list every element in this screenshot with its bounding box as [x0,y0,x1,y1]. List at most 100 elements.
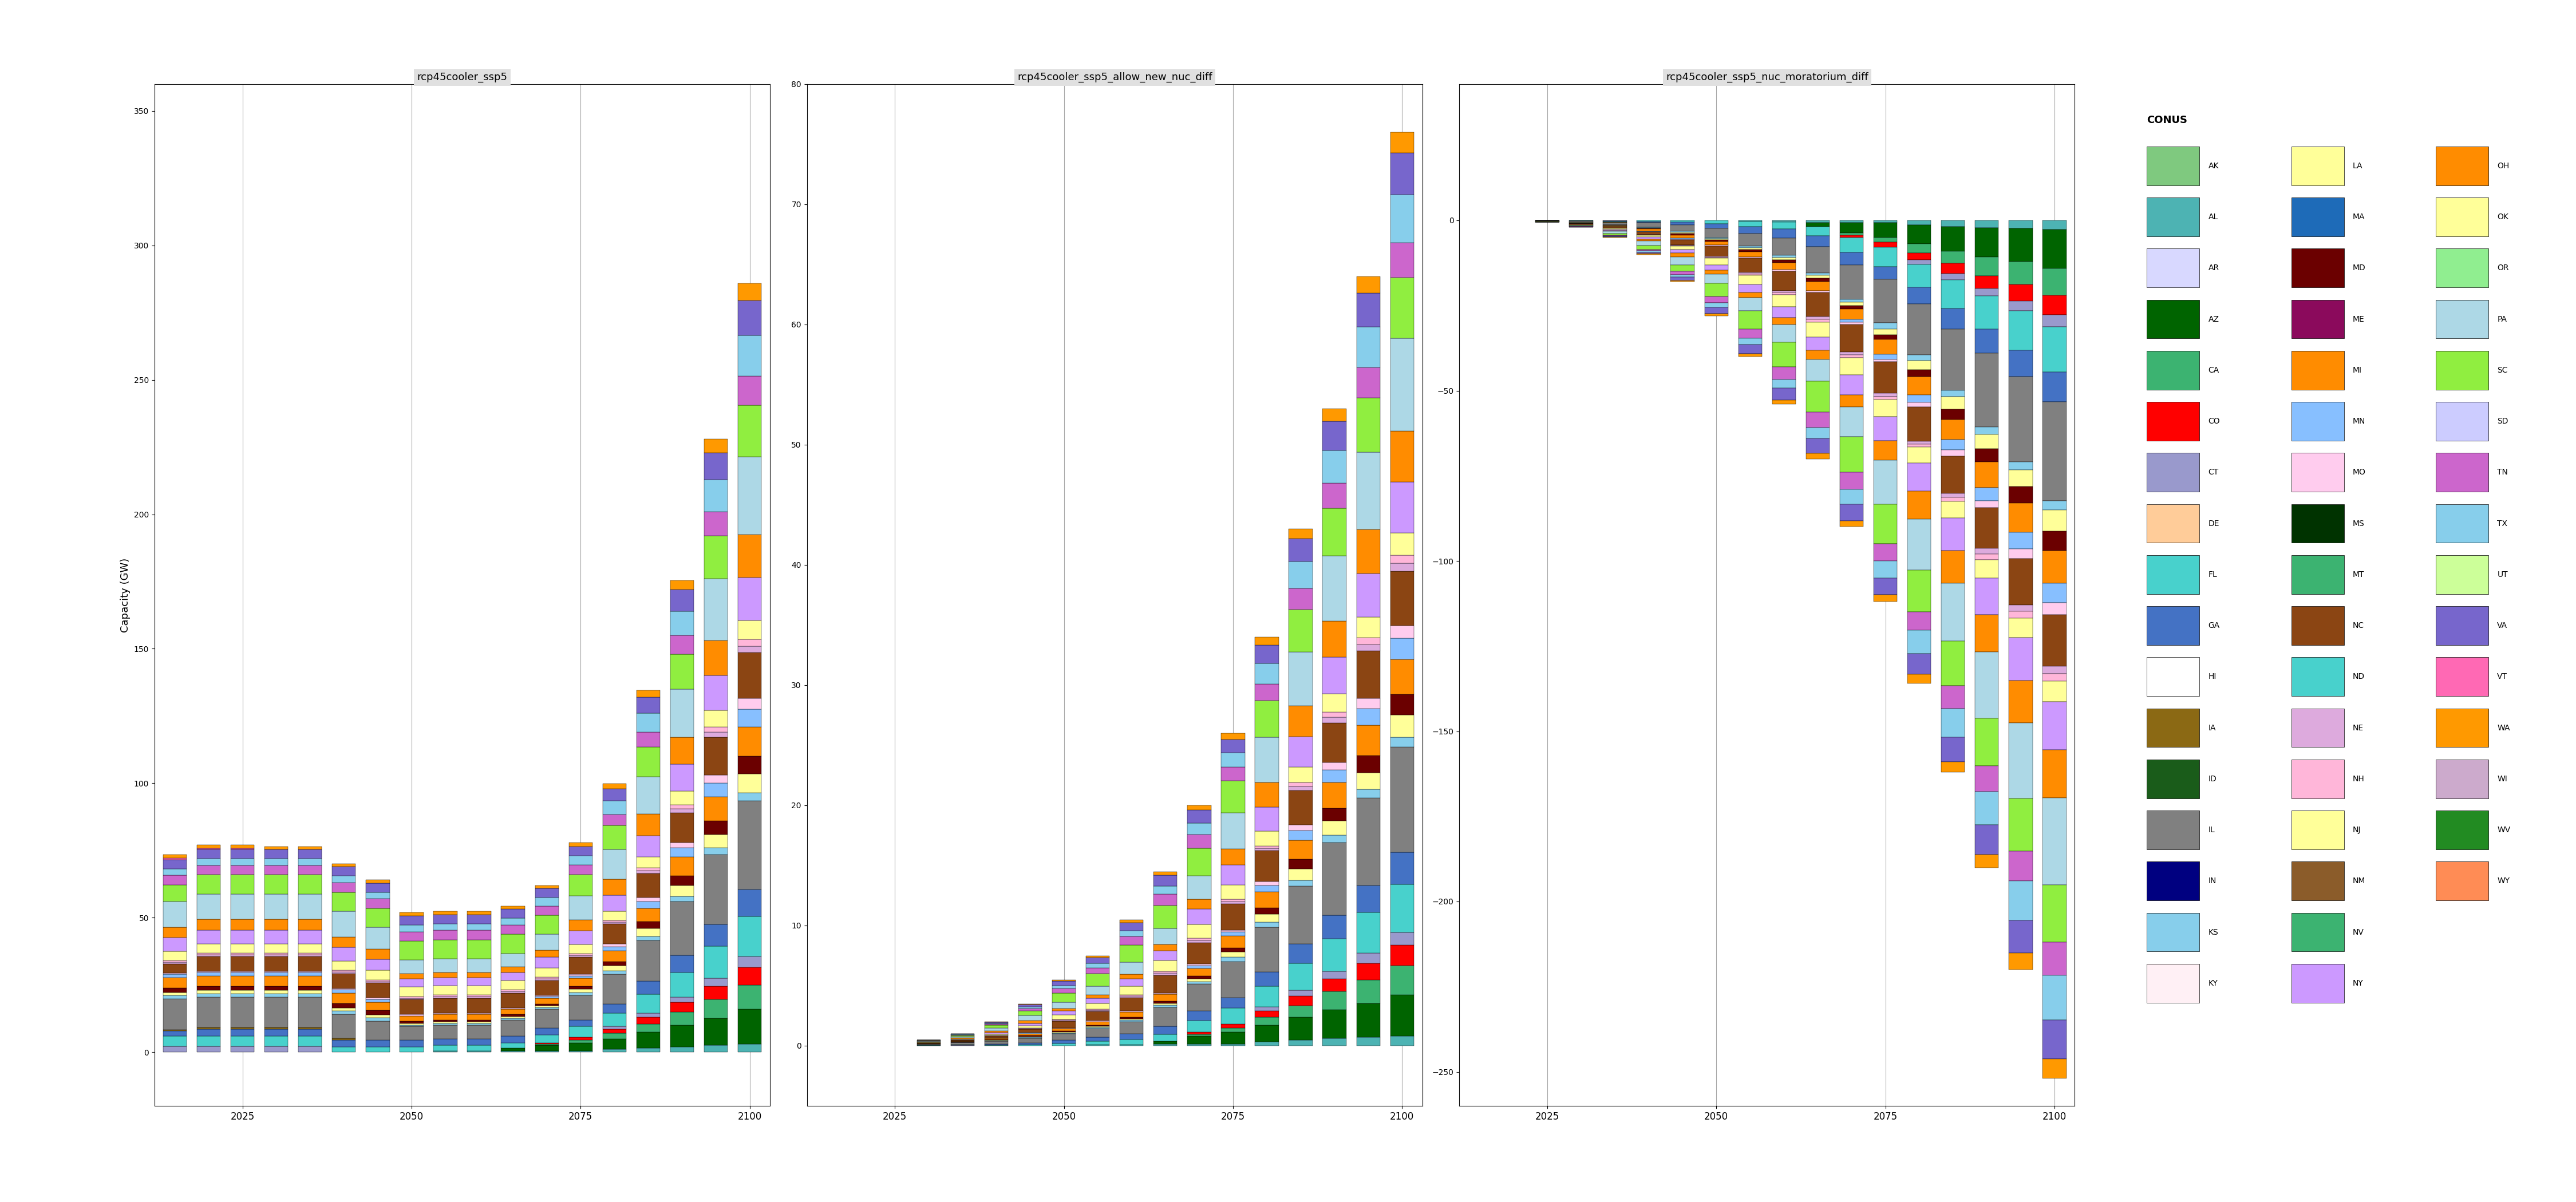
FancyBboxPatch shape [2437,299,2488,339]
Bar [670,843,693,847]
Bar [1288,651,1314,706]
Text: IN: IN [2208,877,2215,885]
Bar [1873,222,1899,238]
Bar [1806,322,1829,338]
Bar [703,676,729,710]
Bar [603,922,626,924]
Bar [536,951,559,957]
Bar [2009,350,2032,376]
Bar [1906,447,1932,463]
Bar [433,1039,456,1046]
Bar [1839,299,1862,303]
Bar [636,1048,659,1052]
FancyBboxPatch shape [2293,555,2344,594]
Bar [1839,352,1862,355]
Bar [1806,359,1829,381]
Bar [1906,406,1932,441]
Bar [299,875,322,894]
Bar [1873,505,1899,543]
Bar [1358,368,1381,398]
Bar [196,990,222,994]
Bar [1739,221,1762,227]
Bar [232,971,255,972]
FancyBboxPatch shape [2437,401,2488,441]
Bar [1976,560,1999,578]
Bar [670,897,693,902]
Bar [1806,273,1829,275]
Bar [196,850,222,858]
Bar [1018,1016,1041,1020]
Bar [703,784,729,797]
FancyBboxPatch shape [2293,197,2344,237]
Bar [1358,327,1381,368]
Bar [502,1019,526,1036]
Bar [2043,510,2066,531]
Bar [1705,284,1728,296]
Bar [1839,504,1862,520]
Bar [162,859,185,869]
Bar [2009,799,2032,851]
Bar [1705,296,1728,303]
Bar [1087,1029,1110,1037]
Bar [1839,222,1862,233]
Bar [332,1004,355,1007]
Bar [502,918,526,924]
Bar [1705,314,1728,316]
Bar [1739,251,1762,257]
Bar [399,1047,422,1052]
Bar [232,1036,255,1047]
Bar [366,1018,389,1022]
Bar [1358,886,1381,912]
Bar [1188,968,1211,976]
Bar [703,727,729,732]
Bar [1806,338,1829,351]
FancyBboxPatch shape [2293,147,2344,185]
Bar [1154,1035,1177,1041]
Bar [196,930,222,944]
Bar [1051,981,1077,986]
Bar [2043,673,2066,682]
Bar [1942,498,1965,501]
Text: FL: FL [2208,571,2218,578]
Bar [1839,436,1862,472]
Bar [1321,409,1347,422]
Bar [1806,317,1829,320]
Bar [636,690,659,697]
Bar [536,1042,559,1045]
Bar [1288,538,1314,561]
Bar [2009,638,2032,680]
Bar [399,998,422,1000]
Bar [366,983,389,998]
Bar [265,972,289,976]
Text: ME: ME [2352,315,2365,323]
Text: NE: NE [2352,724,2365,732]
Bar [536,981,559,995]
Bar [265,894,289,920]
FancyBboxPatch shape [2437,555,2488,594]
Bar [737,457,762,535]
Bar [299,994,322,996]
Bar [265,971,289,972]
Bar [703,797,729,821]
Bar [1221,952,1244,957]
Bar [502,934,526,953]
Bar [603,944,626,947]
Bar [670,611,693,636]
Bar [1255,664,1278,684]
Text: WA: WA [2496,724,2509,732]
Bar [1391,966,1414,994]
Bar [1839,264,1862,299]
FancyBboxPatch shape [2146,760,2200,798]
Bar [536,1006,559,1007]
Bar [670,886,693,897]
Bar [1087,998,1110,1004]
Bar [366,980,389,981]
Bar [737,889,762,916]
Y-axis label: Capacity (GW): Capacity (GW) [121,558,131,632]
Bar [737,774,762,792]
Bar [1188,823,1211,835]
Bar [332,970,355,972]
Text: IL: IL [2208,826,2215,834]
FancyBboxPatch shape [2146,504,2200,543]
Bar [536,898,559,906]
